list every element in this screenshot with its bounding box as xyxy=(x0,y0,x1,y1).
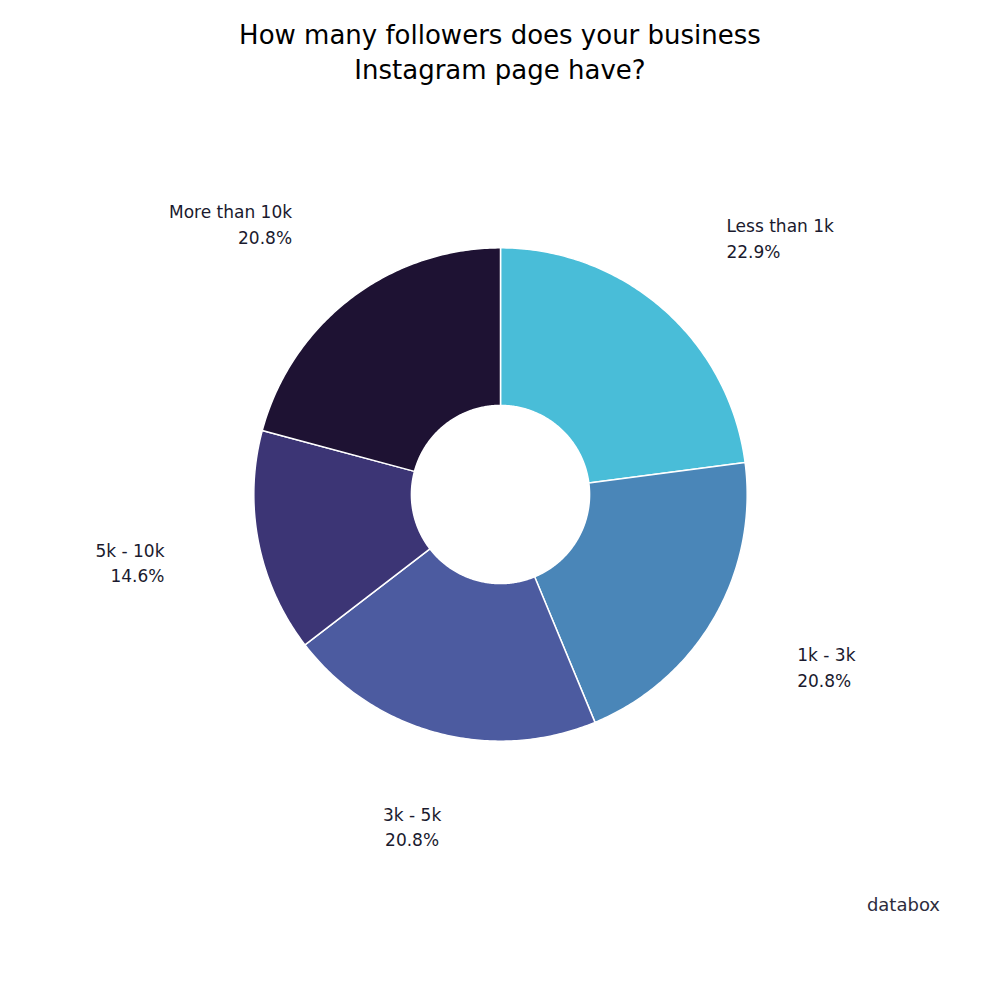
html-text:How many followers does your b: How many followers does your business In… xyxy=(239,20,761,86)
svg-text:Less than 1k22.9%: Less than 1k22.9% xyxy=(726,217,834,263)
svg-text:More than 10k20.8%: More than 10k20.8% xyxy=(169,202,292,248)
html-text:databox: databox xyxy=(866,894,940,916)
svg-text:5k - 10k14.6%: 5k - 10k14.6% xyxy=(95,541,164,587)
svg-text:3k - 5k20.8%: 3k - 5k20.8% xyxy=(383,805,441,851)
svg-text:1k - 3k20.8%: 1k - 3k20.8% xyxy=(797,645,855,691)
